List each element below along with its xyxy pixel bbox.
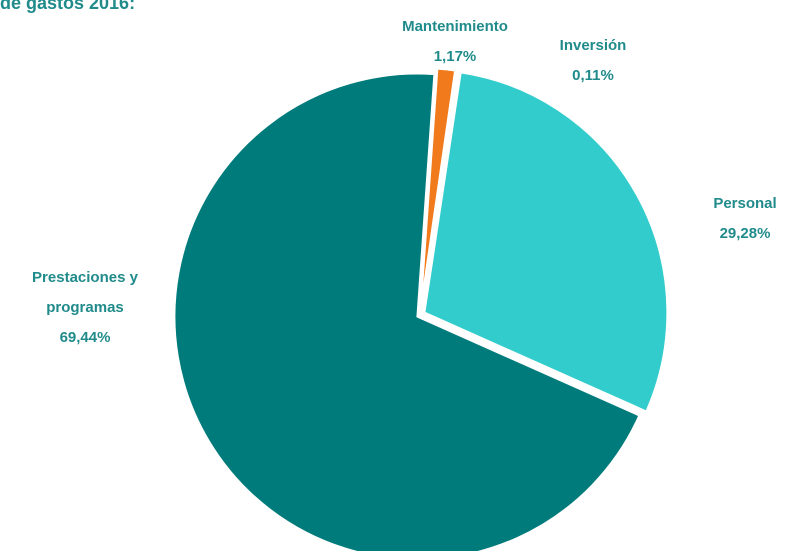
value-label: 69,44% — [59, 329, 111, 346]
chart-title: de gastos 2016: — [0, 0, 136, 13]
category-label: Mantenimiento — [402, 18, 508, 35]
pie-slice — [423, 71, 669, 413]
category-label: Prestaciones y programas — [32, 269, 138, 316]
category-label: Personal — [713, 195, 777, 212]
value-label: 29,28% — [719, 225, 771, 242]
slice-label: Mantenimiento 1,17% — [402, 12, 508, 72]
pie-slice — [419, 69, 459, 312]
slice-label: Personal 29,28% — [713, 189, 776, 249]
value-label: 0,11% — [572, 67, 614, 84]
value-label: 1,17% — [433, 48, 477, 65]
category-label: Inversión — [559, 37, 627, 54]
slice-label: Prestaciones y programas 69,44% — [15, 263, 155, 353]
pie-slice — [173, 72, 641, 551]
slice-label: Inversión 0,11% — [560, 31, 627, 91]
